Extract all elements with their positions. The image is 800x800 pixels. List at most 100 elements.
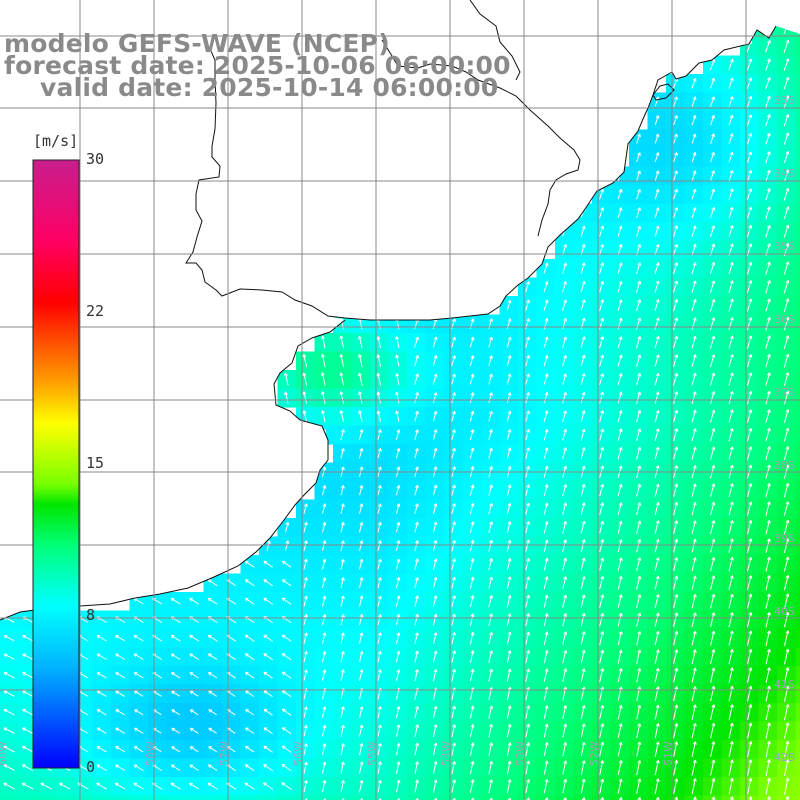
wind-arrow: [747, 759, 752, 776]
wind-arrow: [765, 483, 771, 498]
wind-arrow: [654, 428, 659, 441]
wind-arrow: [432, 595, 437, 607]
wind-arrow-head: [658, 262, 660, 266]
wind-arrow-head: [732, 280, 734, 284]
wind-arrow-head: [583, 594, 586, 599]
wind-arrow-head: [324, 558, 327, 563]
wind-arrow: [691, 336, 696, 349]
wind-arrow: [728, 114, 733, 126]
wind-arrow: [746, 96, 752, 108]
wind-arrow-head: [695, 354, 697, 358]
wind-arrow-head: [435, 724, 438, 728]
wind-arrow: [282, 597, 292, 605]
wind-arrow: [488, 632, 493, 645]
wind-arrow-head: [583, 613, 586, 617]
wind-arrow-head: [713, 557, 716, 561]
field-cell: [795, 629, 800, 649]
wind-arrow-head: [713, 501, 716, 506]
wind-arrow-head: [528, 355, 530, 359]
colorbar-gradient: [32, 159, 80, 769]
field-cell: [333, 795, 353, 800]
wind-arrow: [765, 667, 770, 684]
wind-arrow: [673, 354, 678, 367]
wind-arrow: [543, 668, 548, 682]
wind-arrow: [432, 706, 437, 719]
field-cell: [795, 758, 800, 778]
wind-arrow: [134, 709, 144, 716]
wind-arrow-head: [787, 188, 790, 192]
wind-arrow: [765, 446, 771, 461]
wind-arrow-head: [396, 373, 399, 377]
wind-arrow-head: [528, 447, 530, 452]
wind-arrow-head: [343, 669, 345, 673]
wind-arrow: [115, 764, 126, 771]
wind-arrow-head: [769, 188, 771, 192]
lagoon-outline: [652, 83, 675, 101]
wind-arrow: [599, 281, 604, 293]
wind-arrow-head: [695, 446, 697, 451]
field-cell: [795, 203, 800, 223]
wind-arrow: [746, 77, 752, 89]
wind-arrow-head: [343, 540, 345, 544]
wind-arrow-head: [713, 465, 716, 469]
wind-arrow-head: [602, 631, 605, 635]
wind-arrow: [599, 262, 604, 274]
wind-arrow-head: [398, 706, 401, 710]
wind-arrow-head: [769, 225, 771, 229]
colorbar-tick-label: 30: [86, 150, 105, 168]
wind-arrow: [636, 668, 641, 683]
wind-arrow: [171, 690, 181, 697]
wind-arrow-head: [306, 780, 308, 784]
wind-arrow-head: [380, 780, 382, 784]
wind-arrow-head: [398, 724, 401, 729]
wind-arrow-head: [676, 115, 678, 119]
wind-arrow-head: [417, 632, 419, 636]
wind-arrow-head: [713, 741, 716, 745]
wind-arrow: [765, 77, 771, 90]
field-cell: [425, 795, 445, 800]
wind-arrow-head: [303, 372, 307, 376]
wind-arrow: [562, 742, 567, 757]
wind-arrow: [506, 429, 511, 441]
wind-arrow: [599, 742, 604, 757]
field-cell: [795, 536, 800, 556]
wind-arrow-head: [657, 410, 660, 414]
longitude-label: 51W: [662, 741, 675, 766]
wind-arrow-head: [787, 593, 790, 598]
wind-arrow-head: [417, 577, 419, 581]
wind-arrow-head: [713, 317, 716, 321]
wind-arrow-head: [695, 78, 697, 82]
wind-arrow-head: [694, 723, 697, 727]
wind-arrow: [747, 685, 752, 702]
wind-arrow: [691, 759, 696, 776]
wind-arrow: [340, 372, 345, 386]
wind-arrow-head: [398, 429, 401, 433]
wind-arrow: [691, 575, 696, 590]
wind-arrow: [396, 780, 400, 793]
wind-arrow-head: [657, 686, 660, 690]
wind-arrow-head: [750, 667, 753, 671]
wind-arrow-head: [750, 464, 753, 469]
wind-arrow: [133, 764, 144, 771]
field-cell: [111, 795, 131, 800]
wind-arrow: [747, 133, 752, 145]
wind-arrow: [691, 723, 696, 739]
wind-arrow: [783, 298, 789, 312]
wind-arrow-head: [602, 373, 605, 377]
wind-arrow-head: [713, 483, 716, 487]
wind-arrow: [432, 650, 437, 663]
wind-arrow: [783, 335, 789, 349]
wind-arrow-head: [528, 466, 530, 470]
wind-arrow: [263, 560, 273, 568]
wind-arrow: [728, 170, 733, 182]
wind-arrow: [580, 355, 585, 367]
wind-arrow-head: [695, 409, 697, 414]
field-cell: [518, 795, 538, 800]
wind-arrow-head: [676, 391, 679, 395]
wind-arrow-head: [695, 372, 697, 377]
wind-arrow-head: [546, 392, 549, 396]
wind-arrow: [599, 594, 604, 608]
wind-arrow-head: [732, 133, 734, 137]
wind-arrow-head: [602, 705, 605, 709]
wind-arrow: [728, 501, 733, 516]
